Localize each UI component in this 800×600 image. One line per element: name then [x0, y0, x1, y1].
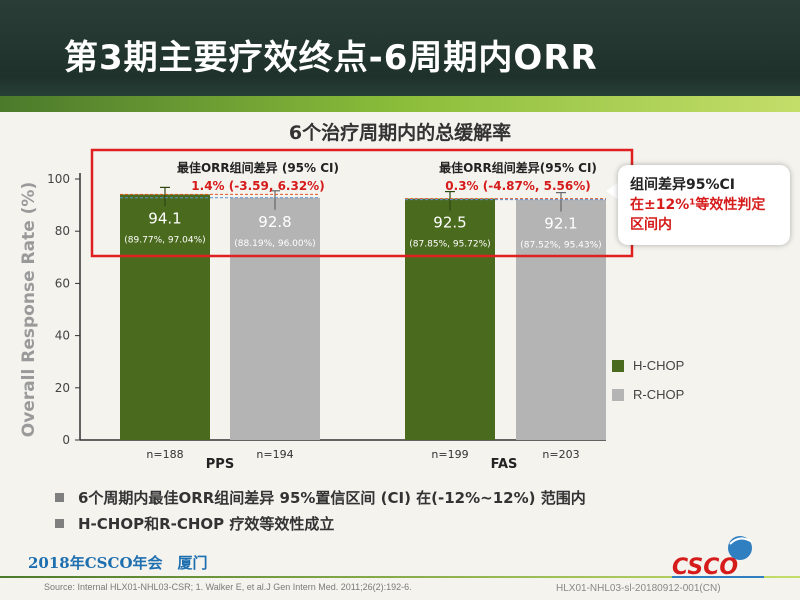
difference-label: 最佳ORR组间差异(95% CI): [439, 160, 597, 175]
equivalence-callout: 组间差异95%CI 在±12%¹等效性判定 区间内: [618, 165, 790, 245]
difference-label: 最佳ORR组间差异 (95% CI): [177, 160, 339, 175]
bar-ci-label: (88.19%, 96.00%): [234, 239, 315, 249]
bullet-square-icon: [55, 492, 64, 502]
legend-item-h-chop: H-CHOP: [612, 358, 684, 373]
callout-line-3: 区间内: [630, 217, 672, 233]
source-citation: Source: Internal HLX01-NHL03-CSR; 1. Wal…: [44, 582, 412, 592]
bullet-list: 6个周期内最佳ORR组间差异 95%置信区间 (CI) 在(-12%~12%) …: [55, 484, 586, 536]
conference-label: 2018年CSCO年会 厦门: [28, 554, 208, 572]
legend-label-r-chop: R-CHOP: [633, 387, 685, 402]
bar-value-label: 92.8: [258, 213, 291, 231]
callout-arrow: [606, 182, 619, 200]
bar-ci-label: (89.77%, 97.04%): [124, 235, 205, 245]
legend-swatch-h-chop: [612, 359, 624, 372]
bullet-item: H-CHOP和R-CHOP 疗效等效性成立: [55, 510, 586, 536]
accent-band: [0, 96, 800, 112]
y-tick-label: 100: [47, 172, 70, 186]
bar-value-label: 92.5: [433, 214, 466, 232]
slide-header: 第3期主要疗效终点-6周期内ORR: [0, 0, 800, 110]
bar-fas-r-chop: [516, 199, 606, 440]
y-tick-label: 80: [55, 224, 70, 238]
y-axis-title: Overall Response Rate (%): [19, 182, 39, 437]
bar-value-label: 92.1: [544, 215, 577, 233]
difference-value: 1.4% (-3.59, 6.32%): [191, 179, 324, 193]
bar-pps-r-chop: [230, 197, 320, 440]
bullet-text: H-CHOP和R-CHOP 疗效等效性成立: [78, 514, 335, 533]
document-code: HLX01-NHL03-sl-20180912-001(CN): [556, 583, 721, 594]
callout-line-2: 在±12%¹等效性判定: [630, 197, 766, 213]
callout-line-1: 组间差异95%CI: [630, 177, 735, 193]
sample-size-label: n=188: [146, 448, 183, 461]
y-tick-label: 40: [55, 329, 70, 343]
y-tick-label: 60: [55, 276, 70, 290]
svg-text:CSCO: CSCO: [672, 555, 738, 580]
bullet-text: 6个周期内最佳ORR组间差异 95%置信区间 (CI) 在(-12%~12%) …: [78, 488, 586, 507]
bar-fas-h-chop: [405, 198, 495, 440]
y-tick-label: 20: [55, 381, 70, 395]
bar-ci-label: (87.52%, 95.43%): [520, 241, 601, 251]
chart-subtitle: 6个治疗周期内的总缓解率: [288, 122, 512, 144]
bullet-item: 6个周期内最佳ORR组间差异 95%置信区间 (CI) 在(-12%~12%) …: [55, 484, 586, 510]
group-label-pps: PPS: [206, 457, 234, 472]
sample-size-label: n=199: [431, 448, 468, 461]
bullet-square-icon: [55, 518, 64, 528]
legend-swatch-r-chop: [612, 388, 624, 401]
sample-size-label: n=194: [256, 448, 293, 461]
bar-value-label: 94.1: [148, 209, 181, 227]
group-label-fas: FAS: [491, 457, 518, 472]
y-tick-label: 0: [62, 433, 70, 447]
bar-ci-label: (87.85%, 95.72%): [409, 240, 490, 250]
footer-rule: [0, 576, 800, 578]
bar-pps-h-chop: [120, 194, 210, 440]
legend-item-r-chop: R-CHOP: [612, 387, 684, 402]
difference-value: 0.3% (-4.87%, 5.56%): [445, 179, 590, 193]
legend-label-h-chop: H-CHOP: [633, 358, 685, 373]
csco-logo-icon: CSCO: [672, 536, 764, 580]
slide-title: 第3期主要疗效终点-6周期内ORR: [64, 38, 598, 78]
sample-size-label: n=203: [542, 448, 579, 461]
